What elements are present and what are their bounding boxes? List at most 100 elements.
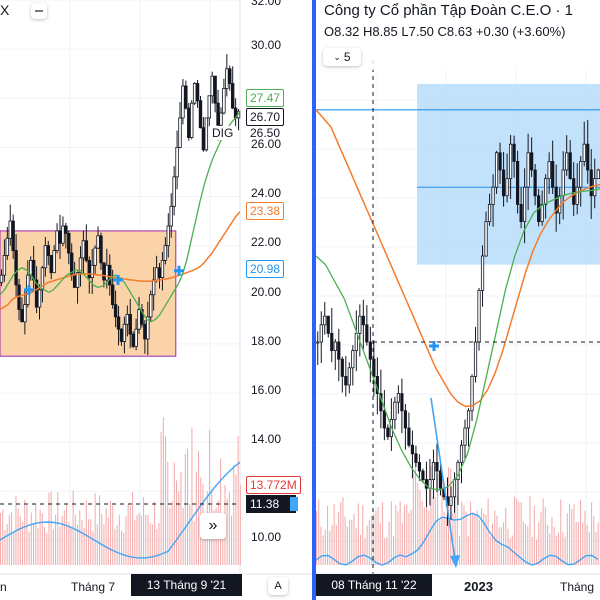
ohlc-open: O8.32 bbox=[324, 24, 360, 39]
volume-bar bbox=[406, 504, 408, 565]
volume-bar bbox=[2, 509, 4, 565]
volume-bar bbox=[88, 519, 90, 565]
candle-body bbox=[361, 315, 365, 326]
candle-body bbox=[410, 444, 415, 455]
candle-body bbox=[184, 85, 188, 109]
volume-bar bbox=[432, 496, 434, 565]
volume-bar bbox=[28, 531, 30, 565]
candle-body bbox=[190, 102, 194, 138]
volume-bar bbox=[505, 507, 507, 565]
scroll-to-realtime-button[interactable]: » bbox=[200, 513, 226, 539]
volume-bar bbox=[368, 520, 370, 565]
volume-bar bbox=[204, 526, 206, 565]
volume-bar bbox=[373, 513, 375, 565]
candle-body bbox=[466, 410, 471, 429]
volume-bar bbox=[239, 484, 241, 565]
volume-bar bbox=[353, 513, 355, 565]
volume-bar bbox=[456, 495, 458, 565]
volume-bar bbox=[39, 509, 41, 565]
volume-bar bbox=[125, 516, 127, 565]
candle-body bbox=[382, 410, 386, 429]
ma-orange-price-badge: 23.38 bbox=[246, 202, 285, 220]
volume-bar bbox=[588, 532, 590, 565]
volume-bar bbox=[428, 510, 430, 565]
pane-divider[interactable] bbox=[312, 0, 316, 600]
volume-bar bbox=[44, 527, 46, 565]
candle-body bbox=[157, 267, 162, 278]
volume-bar bbox=[90, 519, 92, 565]
dig-candlestick-chart[interactable] bbox=[0, 0, 312, 600]
candle-body bbox=[561, 169, 565, 197]
left-legend-toggle-button[interactable] bbox=[31, 3, 47, 19]
candle-body bbox=[368, 341, 372, 360]
volume-bar bbox=[481, 508, 483, 565]
candle-body bbox=[505, 178, 509, 197]
candle-body bbox=[568, 152, 572, 180]
volume-bar bbox=[560, 499, 562, 565]
cross-marker-icon bbox=[24, 284, 34, 295]
volume-bar bbox=[173, 462, 175, 565]
time-axis[interactable]: n Tháng 7 13 Tháng 9 '21 bbox=[0, 574, 312, 600]
candle-body bbox=[579, 160, 583, 188]
time-cursor-label: 13 Tháng 9 '21 bbox=[131, 574, 242, 596]
volume-bar bbox=[66, 504, 68, 565]
candle-body bbox=[586, 143, 590, 171]
candle-body bbox=[140, 309, 144, 325]
volume-bar bbox=[553, 527, 555, 565]
volume-bar bbox=[178, 491, 180, 565]
candle-body bbox=[52, 250, 56, 274]
volume-bar bbox=[443, 511, 445, 565]
volume-bar bbox=[516, 498, 518, 565]
volume-bar bbox=[329, 531, 331, 565]
candle-body bbox=[58, 230, 62, 244]
symbol-label: DIG bbox=[209, 126, 237, 140]
candle-body bbox=[67, 232, 71, 254]
right-chart-pane[interactable]: Công ty Cổ phần Tập Đoàn C.E.O · 1 O8.32… bbox=[316, 0, 600, 600]
candle-body bbox=[358, 315, 362, 334]
ceo-candlestick-chart[interactable] bbox=[316, 0, 600, 600]
candle-body bbox=[340, 358, 344, 377]
volume-bar bbox=[525, 523, 527, 565]
volume-bar bbox=[487, 498, 489, 565]
left-chart-pane[interactable]: X 32.00 30.00 26.00 24.00 22.00 20.00 18… bbox=[0, 0, 312, 600]
volume-bar bbox=[476, 510, 478, 565]
indicator-count: 5 bbox=[343, 50, 351, 64]
volume-bar bbox=[4, 529, 6, 565]
volume-bar bbox=[11, 512, 13, 565]
volume-bar bbox=[333, 503, 335, 565]
volume-bar bbox=[237, 435, 239, 565]
volume-bar bbox=[112, 505, 114, 565]
volume-bar bbox=[24, 499, 26, 565]
trend-arrow-head bbox=[450, 555, 460, 568]
candle-body bbox=[393, 401, 397, 420]
candle-body bbox=[516, 160, 520, 205]
volume-bar bbox=[593, 516, 595, 565]
time-axis[interactable]: 08 Tháng 11 '22 2023 Tháng bbox=[316, 574, 600, 600]
candle-body bbox=[519, 203, 523, 222]
candle-body bbox=[72, 274, 77, 288]
volume-bar bbox=[129, 505, 131, 565]
candle-body bbox=[473, 341, 478, 377]
volume-bar bbox=[138, 512, 140, 565]
indicator-collapse-button[interactable]: ⌄ 5 bbox=[323, 48, 361, 66]
candle-body bbox=[435, 461, 439, 472]
candle-body bbox=[0, 274, 4, 283]
volume-bar bbox=[132, 492, 134, 565]
candle-body bbox=[49, 255, 53, 274]
volume-bar bbox=[349, 519, 351, 565]
volume-bar bbox=[13, 531, 15, 565]
candle-body bbox=[330, 332, 334, 351]
volume-bar bbox=[324, 529, 326, 565]
volume-bar bbox=[417, 482, 419, 565]
volume-bar bbox=[79, 510, 81, 565]
volume-bar bbox=[410, 509, 412, 565]
volume-bar bbox=[154, 501, 156, 565]
candle-body bbox=[582, 143, 586, 162]
volume-bar bbox=[165, 436, 167, 565]
auto-scale-button[interactable]: A bbox=[268, 577, 288, 595]
candle-body bbox=[526, 152, 530, 188]
volume-bar bbox=[182, 507, 184, 565]
volume-bar bbox=[426, 464, 428, 565]
candle-body bbox=[449, 496, 453, 506]
candle-body bbox=[55, 230, 59, 251]
